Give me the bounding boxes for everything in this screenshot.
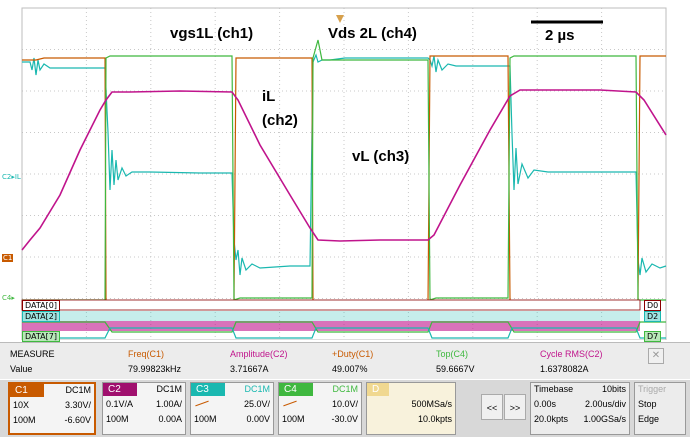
nav-prev-button[interactable]: << (481, 394, 503, 420)
measure-title: MEASURE (10, 349, 55, 359)
measure-value-cycle-rms: 1.6378082A (540, 364, 589, 374)
digital-bus-traces (21, 299, 666, 339)
channel-panel: C1 DC1M 10X 3.30V/ 100M -6.60V C2 DC1M 0… (0, 380, 690, 437)
il-ch-label: (ch2) (262, 112, 298, 129)
channel-c3-probe-icon (195, 400, 209, 407)
channel-c4-panel[interactable]: C4 DC1M 10.0V/ 100M -30.0V (278, 382, 362, 435)
channel-c2-bw: 100M (106, 414, 129, 424)
digital-panel-name: D (367, 383, 389, 396)
measure-value-amplitude: 3.71667A (230, 364, 269, 374)
vgs1l-label: vgs1L (ch1) (170, 25, 254, 42)
channel-c1-name: C1 (10, 384, 44, 397)
measure-row-label: Value (10, 364, 33, 374)
trigger-title: Trigger (638, 384, 667, 394)
ch4-trace (22, 39, 666, 301)
channel-c2-offset: 0.00A (158, 414, 182, 424)
grid-border (21, 7, 667, 340)
channel-c4-coupling: DC1M (332, 384, 358, 394)
timebase-bits: 10bits (601, 384, 626, 394)
channel-c2-probe: 0.1V/A (106, 399, 134, 409)
timebase-scale: 2.00us/div (584, 399, 626, 409)
channel-c2-coupling: DC1M (156, 384, 182, 394)
c4-offset-marker[interactable]: C4▸ (2, 294, 15, 302)
channel-c1-offset: -6.60V (64, 415, 91, 425)
timebase-title: Timebase (534, 384, 574, 394)
measure-value-duty: 49.007% (332, 364, 368, 374)
measure-value-top: 59.6667V (436, 364, 475, 374)
channel-c3-name: C3 (191, 383, 225, 396)
channel-c3-coupling: DC1M (244, 384, 270, 394)
waveform-display[interactable]: vgs1L (ch1) Vds 2L (ch4) iL (ch2) vL (ch… (0, 0, 690, 342)
digital-label-data0: DATA[0] (22, 300, 60, 311)
digital-panel-rate: 500MSa/s (411, 399, 452, 409)
ch2-trace (21, 89, 667, 251)
measure-close-icon[interactable]: ✕ (648, 348, 664, 364)
c1-offset-marker[interactable]: C1 (2, 254, 14, 262)
scale-bar-label: 2 µs (545, 27, 575, 44)
trigger-mode: Stop (638, 399, 657, 409)
timebase-rate: 1.00GSa/s (583, 414, 626, 424)
channel-c3-bw: 100M (194, 414, 217, 424)
trigger-panel[interactable]: Trigger Stop Edge (634, 382, 686, 435)
c2-offset-marker[interactable]: C2▸IL (2, 173, 21, 181)
nav-next-button[interactable]: >> (504, 394, 526, 420)
channel-c2-panel[interactable]: C2 DC1M 0.1V/A 1.00A/ 100M 0.00A (102, 382, 186, 435)
measure-header-freq[interactable]: Freq(C1) (128, 349, 165, 359)
right-label-d0: D0 (644, 300, 662, 311)
channel-c4-probe-icon (283, 400, 297, 407)
channel-c1-coupling: DC1M (65, 385, 91, 395)
channel-c4-name: C4 (279, 383, 313, 396)
trigger-type: Edge (638, 414, 660, 424)
digital-label-data2: DATA[2] (22, 311, 60, 322)
right-label-d7: D7 (644, 331, 662, 342)
digital-label-data7: DATA[7] (22, 331, 60, 342)
measure-header-cycle-rms[interactable]: Cycle RMS(C2) (540, 349, 603, 359)
vds2l-label: Vds 2L (ch4) (328, 25, 417, 42)
channel-c4-scale: 10.0V/ (331, 399, 358, 409)
channel-c1-probe: 10X (13, 400, 30, 410)
waveform-canvas (21, 7, 667, 340)
channel-c1-panel[interactable]: C1 DC1M 10X 3.30V/ 100M -6.60V (8, 382, 96, 435)
channel-c3-scale: 25.0V/ (243, 399, 270, 409)
timebase-panel[interactable]: Timebase 10bits 0.00s 2.00us/div 20.0kpt… (530, 382, 630, 435)
measure-value-freq: 79.99823kHz (128, 364, 182, 374)
measure-header-duty[interactable]: +Duty(C1) (332, 349, 374, 359)
channel-c4-offset: -30.0V (331, 414, 358, 424)
measure-panel[interactable]: MEASURE Value Freq(C1) 79.99823kHz Ampli… (0, 342, 690, 379)
digital-panel-points: 10.0kpts (417, 414, 452, 424)
timebase-points: 20.0kpts (534, 414, 569, 424)
channel-c1-scale: 3.30V/ (64, 400, 91, 410)
ch3-trace (22, 53, 667, 276)
right-label-d2: D2 (644, 311, 662, 322)
il-label: iL (262, 88, 276, 105)
channel-c2-scale: 1.00A/ (155, 399, 182, 409)
timebase-delay: 0.00s (534, 399, 557, 409)
channel-c1-bw: 100M (13, 415, 36, 425)
channel-c3-offset: 0.00V (246, 414, 270, 424)
measure-header-top[interactable]: Top(C4) (436, 349, 469, 359)
trigger-position-marker (336, 15, 344, 23)
measure-header-amplitude[interactable]: Amplitude(C2) (230, 349, 288, 359)
channel-c3-panel[interactable]: C3 DC1M 25.0V/ 100M 0.00V (190, 382, 274, 435)
vl-label: vL (ch3) (352, 148, 410, 165)
digital-panel[interactable]: D 500MSa/s 10.0kpts (366, 382, 456, 435)
channel-c4-bw: 100M (282, 414, 305, 424)
channel-c2-name: C2 (103, 383, 137, 396)
